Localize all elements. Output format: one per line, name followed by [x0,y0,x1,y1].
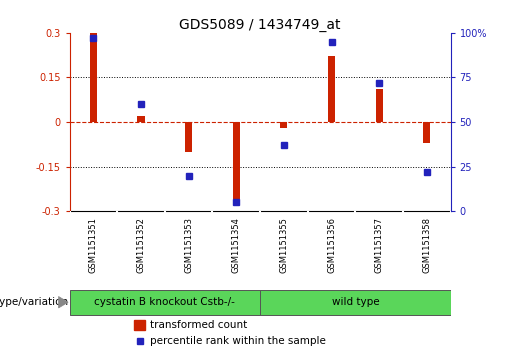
Bar [90,33,97,122]
Bar [423,122,431,143]
Text: genotype/variation: genotype/variation [0,297,68,307]
Text: GSM1151354: GSM1151354 [232,217,241,273]
Bar [134,320,145,330]
Text: GSM1151351: GSM1151351 [89,217,98,273]
Text: GSM1151353: GSM1151353 [184,217,193,273]
FancyBboxPatch shape [70,290,260,315]
Polygon shape [59,297,68,308]
Text: GSM1151358: GSM1151358 [422,217,431,273]
Bar [185,122,192,152]
Text: GSM1151352: GSM1151352 [136,217,145,273]
Text: cystatin B knockout Cstb-/-: cystatin B knockout Cstb-/- [94,297,235,307]
FancyBboxPatch shape [260,290,451,315]
Text: GSM1151356: GSM1151356 [327,217,336,273]
Bar [138,116,145,122]
Text: GSM1151357: GSM1151357 [375,217,384,273]
Bar [280,122,287,128]
Bar [233,122,240,199]
Text: transformed count: transformed count [150,320,248,330]
Text: percentile rank within the sample: percentile rank within the sample [150,337,326,346]
Text: GSM1151355: GSM1151355 [280,217,288,273]
Text: wild type: wild type [332,297,379,307]
Bar [328,57,335,122]
Title: GDS5089 / 1434749_at: GDS5089 / 1434749_at [179,18,341,32]
Bar [375,89,383,122]
